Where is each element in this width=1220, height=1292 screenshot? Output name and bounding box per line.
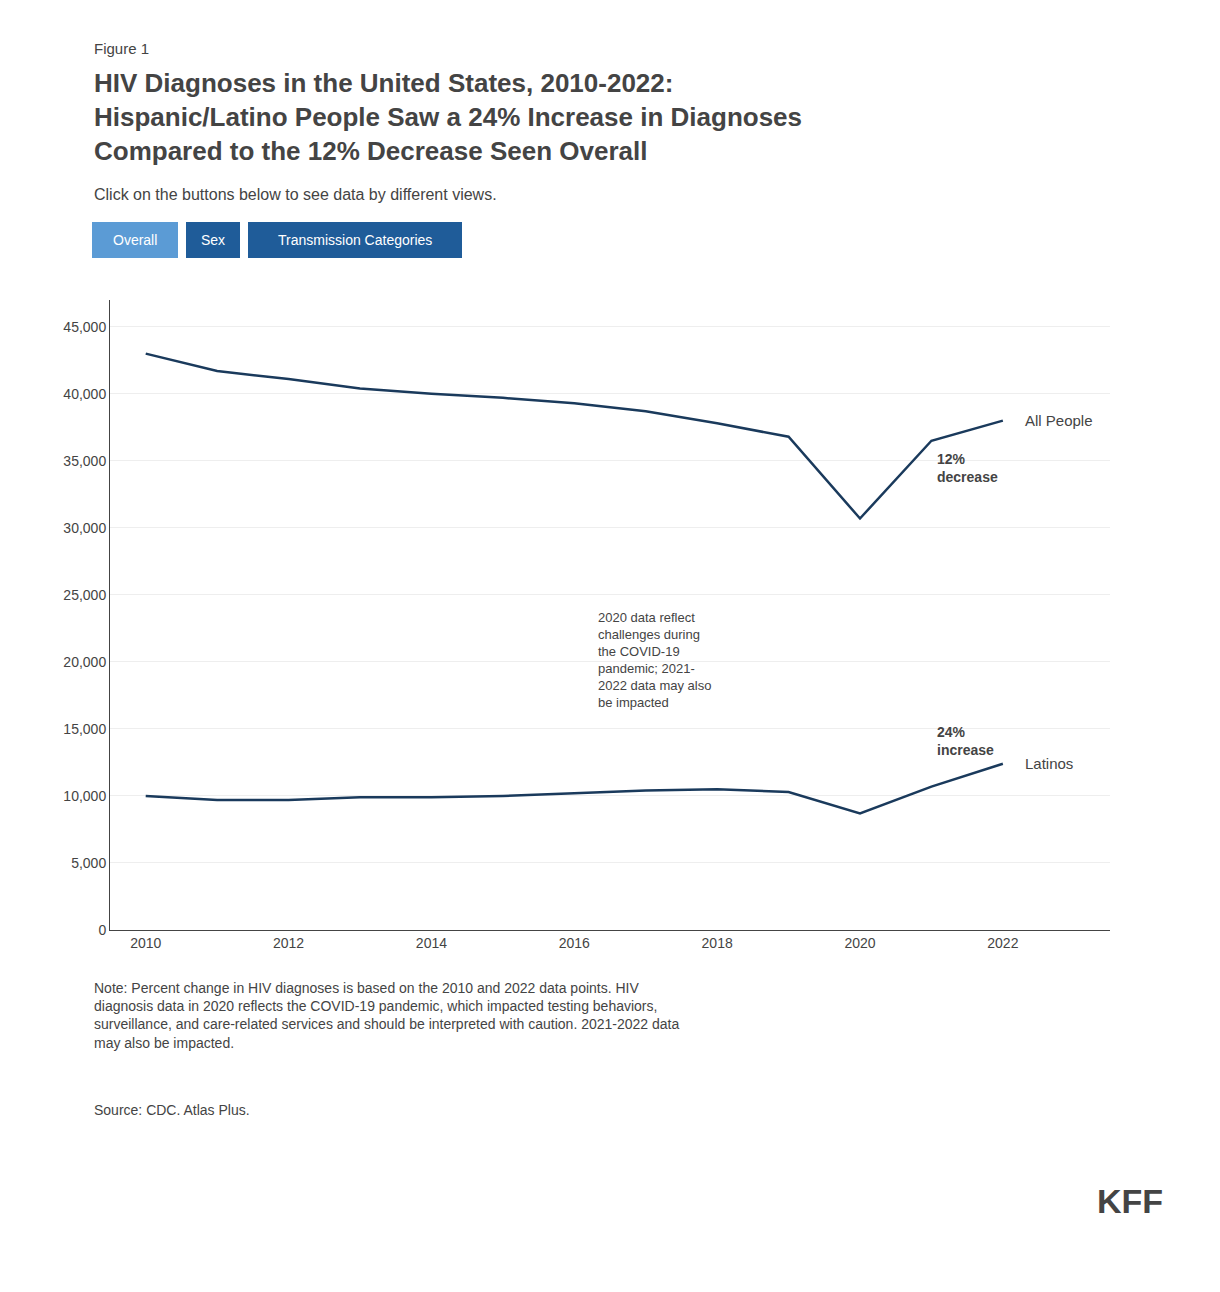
svg-text:Latinos: Latinos — [1025, 755, 1073, 772]
svg-text:HIV Diagnoses in the United St: HIV Diagnoses in the United States, 2010… — [94, 68, 802, 166]
svg-text:2018: 2018 — [702, 935, 733, 951]
svg-text:5,000: 5,000 — [71, 855, 106, 871]
svg-text:2014: 2014 — [416, 935, 447, 951]
svg-text:Sex: Sex — [201, 232, 225, 248]
svg-text:0: 0 — [98, 922, 106, 938]
svg-text:Note: Percent change in HIV di: Note: Percent change in HIV diagnoses is… — [94, 980, 679, 1051]
svg-text:KFF: KFF — [1097, 1182, 1163, 1220]
svg-text:Figure 1: Figure 1 — [94, 40, 149, 57]
svg-text:Source: CDC. Atlas Plus.: Source: CDC. Atlas Plus. — [94, 1102, 250, 1118]
svg-text:Overall: Overall — [113, 232, 157, 248]
svg-text:24%increase: 24%increase — [937, 724, 994, 758]
svg-text:2020 data reflectchallenges du: 2020 data reflectchallenges duringthe CO… — [598, 610, 711, 710]
svg-text:45,000: 45,000 — [63, 319, 106, 335]
svg-text:2010: 2010 — [130, 935, 161, 951]
svg-text:Transmission Categories: Transmission Categories — [278, 232, 432, 248]
svg-text:30,000: 30,000 — [63, 520, 106, 536]
svg-text:15,000: 15,000 — [63, 721, 106, 737]
svg-text:Click on the buttons below to: Click on the buttons below to see data b… — [94, 186, 497, 203]
svg-text:2016: 2016 — [559, 935, 590, 951]
svg-text:2022: 2022 — [987, 935, 1018, 951]
svg-text:12%decrease: 12%decrease — [937, 451, 998, 485]
svg-text:All People: All People — [1025, 412, 1093, 429]
svg-text:20,000: 20,000 — [63, 654, 106, 670]
svg-text:2020: 2020 — [844, 935, 875, 951]
svg-text:25,000: 25,000 — [63, 587, 106, 603]
svg-text:10,000: 10,000 — [63, 788, 106, 804]
svg-text:35,000: 35,000 — [63, 453, 106, 469]
svg-text:40,000: 40,000 — [63, 386, 106, 402]
svg-text:2012: 2012 — [273, 935, 304, 951]
